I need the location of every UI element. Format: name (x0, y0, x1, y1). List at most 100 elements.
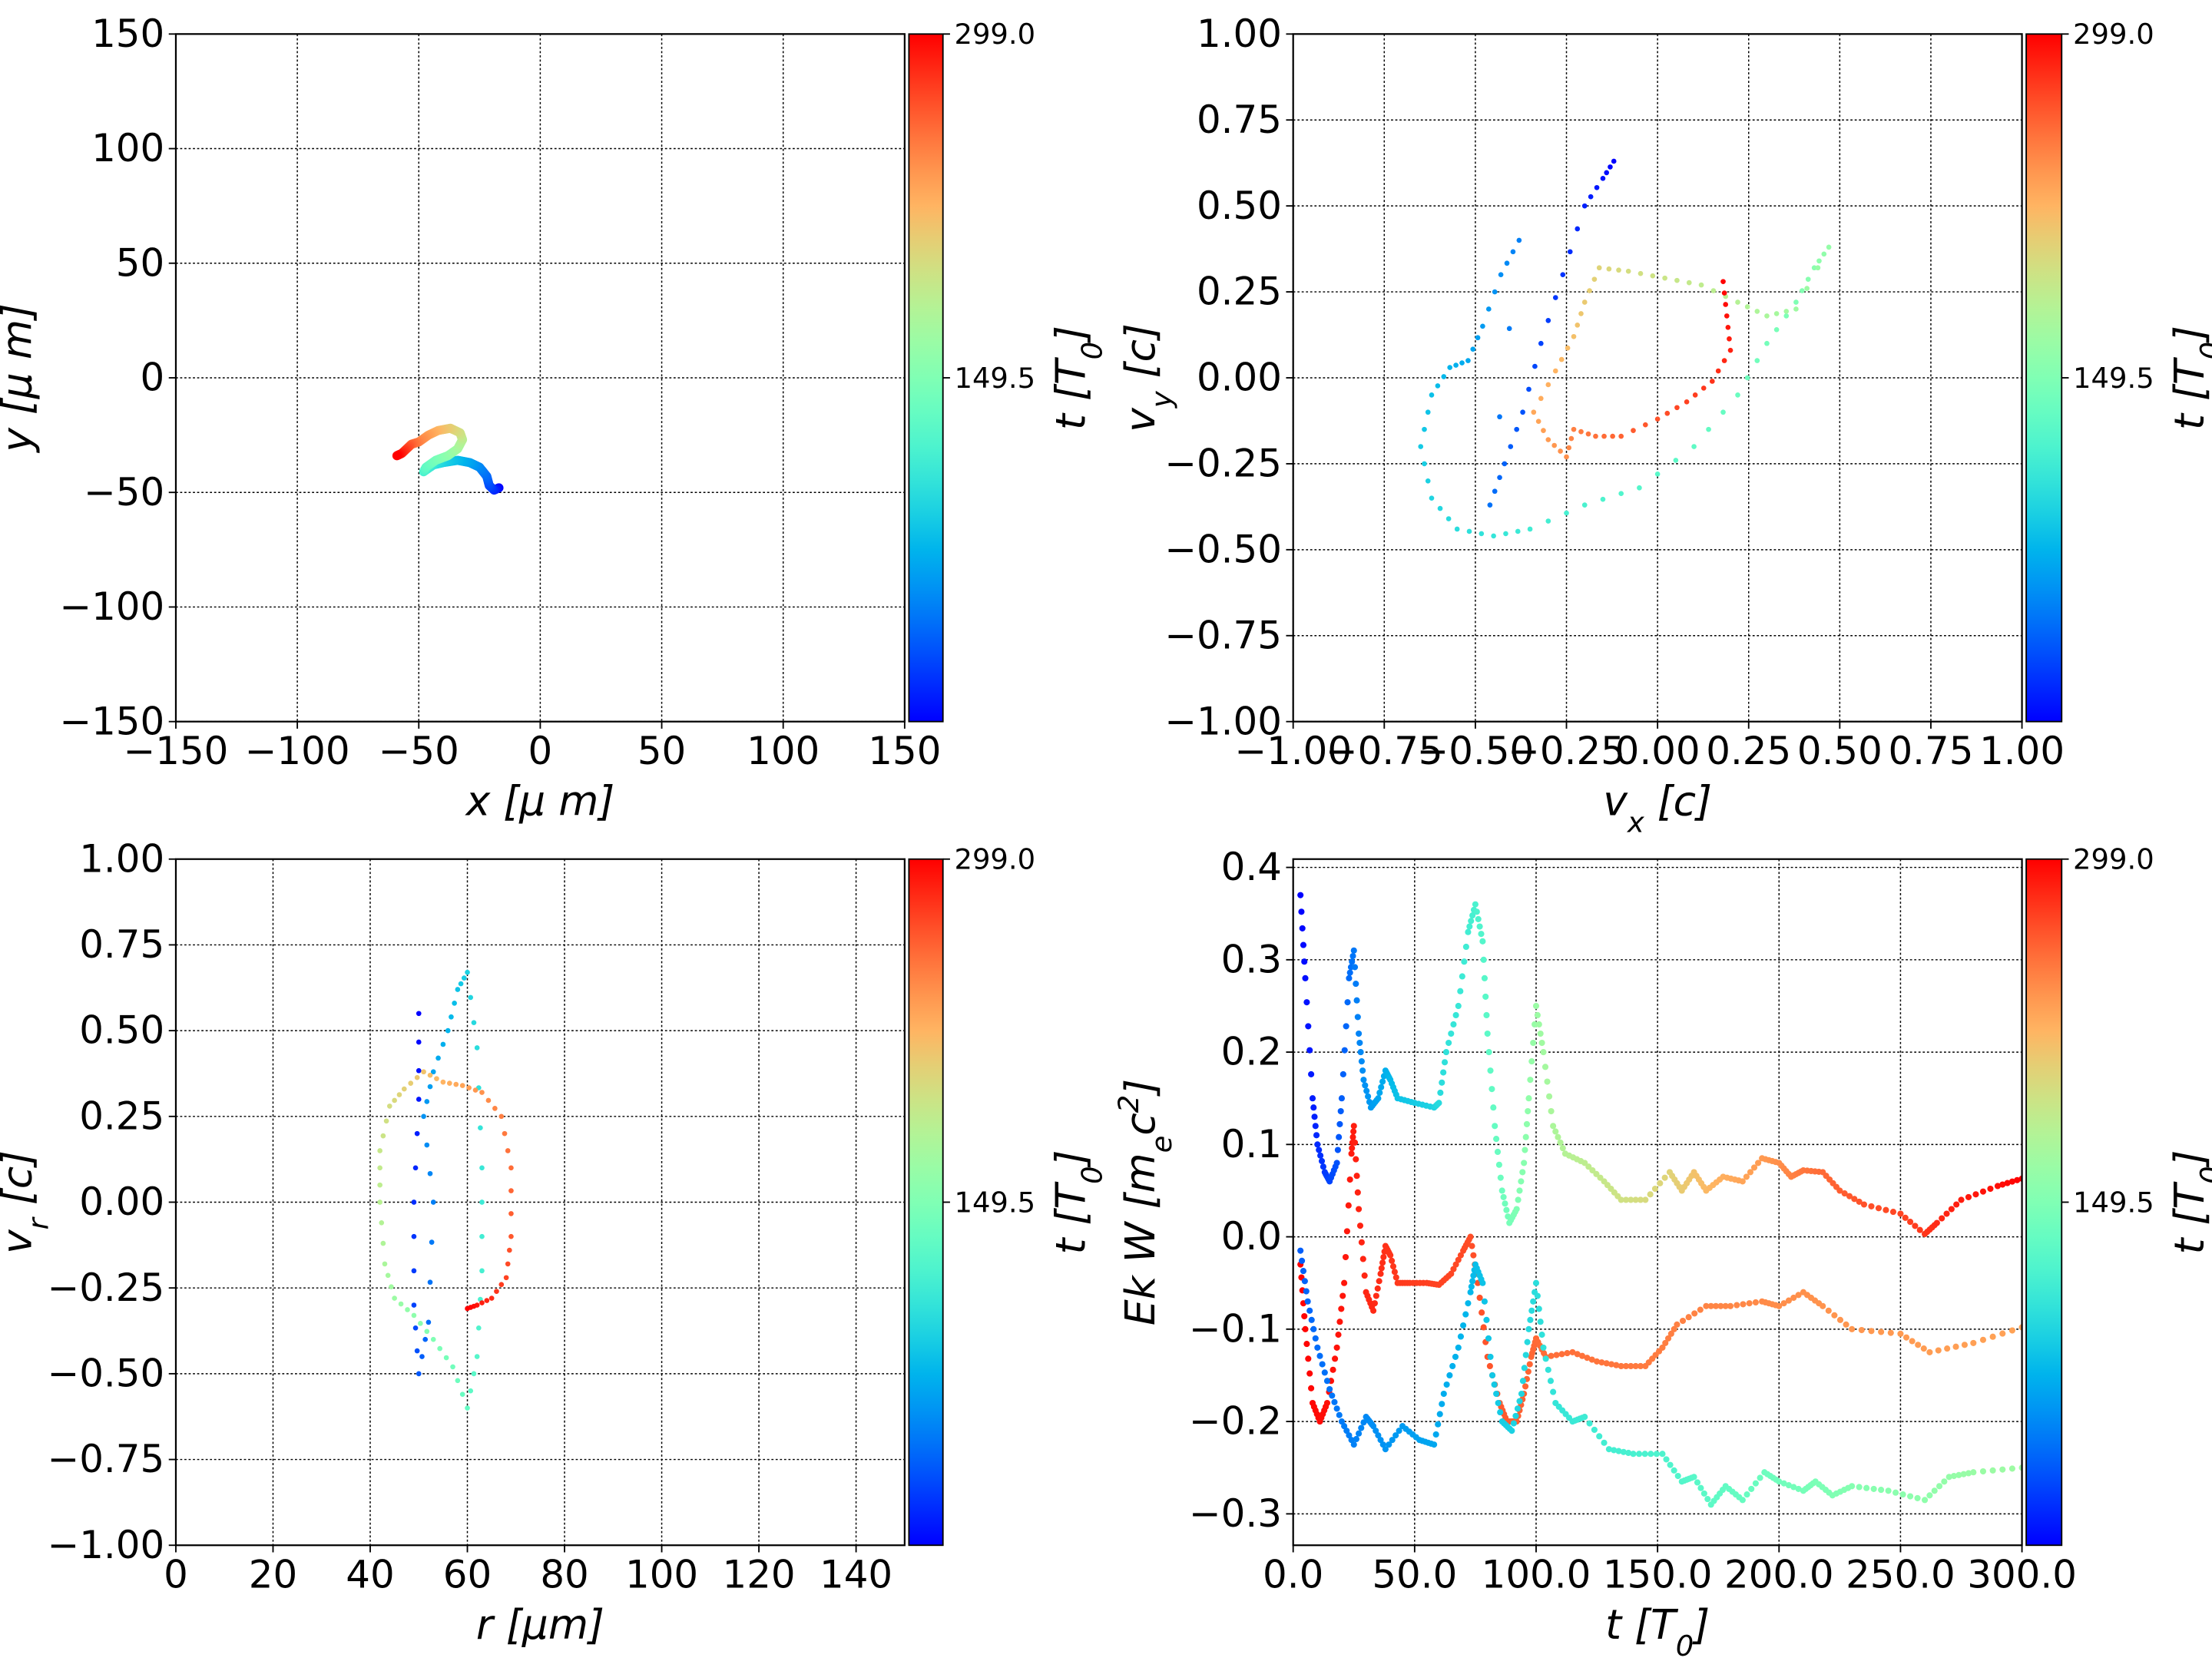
data-point-radial (478, 1125, 483, 1131)
y-tick-label: −0.3 (1189, 1491, 1282, 1536)
data-point-w1 (1637, 1362, 1644, 1370)
data-point-w1 (1679, 1317, 1687, 1325)
data-point-w2 (1488, 1372, 1496, 1379)
data-point-velocity (1692, 392, 1698, 398)
data-point-w2 (1524, 1338, 1531, 1345)
data-point-w2 (1470, 1272, 1477, 1279)
data-point-ek (1484, 1030, 1491, 1037)
data-point-radial (401, 1086, 407, 1092)
data-point-ek (1476, 923, 1483, 930)
data-point-w1 (1354, 1189, 1361, 1196)
data-point-ek (1316, 1147, 1323, 1153)
data-point-ek (1868, 1203, 1875, 1209)
data-point-ek (1860, 1201, 1868, 1208)
data-point-ek (1651, 1185, 1659, 1193)
data-point-w2 (1396, 1428, 1402, 1434)
data-point-w2 (1878, 1487, 1885, 1494)
data-point-w2 (1697, 1484, 1704, 1491)
data-point-radial (458, 981, 464, 987)
data-point-ek (1363, 1087, 1370, 1094)
data-point-ek (1979, 1188, 1987, 1195)
data-point-w2 (1931, 1487, 1938, 1494)
data-point-radial (474, 1045, 480, 1051)
data-point-w1 (1376, 1278, 1382, 1285)
data-point-velocity (1497, 414, 1502, 420)
data-point-ek (1515, 1196, 1522, 1203)
data-point-velocity (1611, 158, 1617, 164)
data-point-velocity (1800, 288, 1805, 293)
data-point-w2 (1350, 1441, 1357, 1448)
data-point-velocity (1720, 279, 1726, 284)
data-point-radial (412, 1325, 419, 1331)
data-point-velocity (1664, 410, 1671, 416)
data-point-w1 (1335, 1332, 1342, 1338)
data-point-w1 (1662, 1339, 1669, 1346)
data-point-ek (1622, 1196, 1630, 1203)
x-axis-label: x [μ m] (465, 777, 615, 826)
y-tick-label: −0.50 (1164, 527, 1282, 571)
data-point-w1 (1356, 1206, 1363, 1213)
data-point-w2 (1538, 1332, 1545, 1338)
data-point-ek (1846, 1193, 1853, 1199)
data-point-radial (377, 1148, 382, 1153)
data-point-ek (1445, 1039, 1452, 1047)
data-point-velocity (1491, 533, 1496, 539)
data-point-velocity (1514, 426, 1520, 432)
data-point-w1 (1339, 1292, 1346, 1299)
data-point-w2 (1532, 1279, 1540, 1286)
data-point-w1 (1306, 1370, 1313, 1377)
y-tick-label: 1.00 (79, 836, 164, 881)
data-point-w2 (1303, 1288, 1310, 1295)
data-point-ek (1521, 1160, 1528, 1166)
data-point-w2 (1360, 1419, 1367, 1426)
data-point-ek (1475, 915, 1482, 922)
data-point-velocity (1600, 496, 1606, 502)
data-point-w2 (1641, 1451, 1648, 1458)
data-point-w2 (1519, 1378, 1526, 1385)
data-point-ek (1336, 1133, 1343, 1140)
data-point-w2 (1301, 1278, 1308, 1285)
data-point-w2 (1528, 1307, 1535, 1314)
y-tick-label: 0.25 (1197, 270, 1282, 314)
data-point-ek (1972, 1191, 1979, 1198)
data-point-w1 (1664, 1335, 1672, 1342)
data-point-w2 (1989, 1467, 1996, 1474)
data-point-ek (1353, 981, 1359, 988)
data-point-ek (1500, 1193, 1507, 1200)
data-point-w1 (1697, 1306, 1704, 1313)
data-point-radial (492, 1106, 498, 1111)
data-point-w2 (1510, 1420, 1517, 1427)
colorbar-gradient (908, 858, 944, 1547)
y-tick-label: 0.75 (1197, 98, 1282, 142)
data-point-ek (1519, 1169, 1526, 1176)
data-point-velocity (1773, 311, 1780, 316)
data-point-velocity (1425, 409, 1431, 415)
data-point-w1 (1332, 1355, 1339, 1362)
y-axis-label: y [μ m] (0, 303, 41, 454)
data-point-w1 (1618, 1362, 1624, 1370)
data-point-w1 (1305, 1355, 1312, 1362)
data-point-velocity (1610, 433, 1615, 439)
data-point-w1 (1707, 1302, 1714, 1309)
data-point-radial (421, 1069, 426, 1075)
data-point-velocity (1764, 340, 1770, 346)
data-point-radial (498, 1113, 505, 1120)
x-tick-label: 1.00 (1979, 729, 2065, 773)
data-point-w2 (1495, 1399, 1502, 1407)
data-point-velocity (1480, 323, 1485, 329)
y-tick-label: −50 (84, 470, 164, 515)
data-point-ek (1965, 1193, 1972, 1200)
data-point-w1 (1674, 1321, 1681, 1328)
data-point-radial (471, 1020, 477, 1026)
x-tick-label: 250.0 (1846, 1553, 1955, 1597)
x-tick-label: 20 (249, 1553, 297, 1597)
data-point-w2 (1455, 1344, 1462, 1351)
x-axis-label: r [μm] (476, 1600, 604, 1649)
data-point-w2 (1748, 1485, 1755, 1492)
data-point-w2 (1586, 1420, 1593, 1427)
data-point-radial (484, 1298, 490, 1303)
data-point-velocity (1567, 249, 1573, 255)
data-point-w1 (1323, 1399, 1331, 1407)
data-point-ek (1743, 1173, 1750, 1180)
data-point-ek (1585, 1163, 1592, 1170)
